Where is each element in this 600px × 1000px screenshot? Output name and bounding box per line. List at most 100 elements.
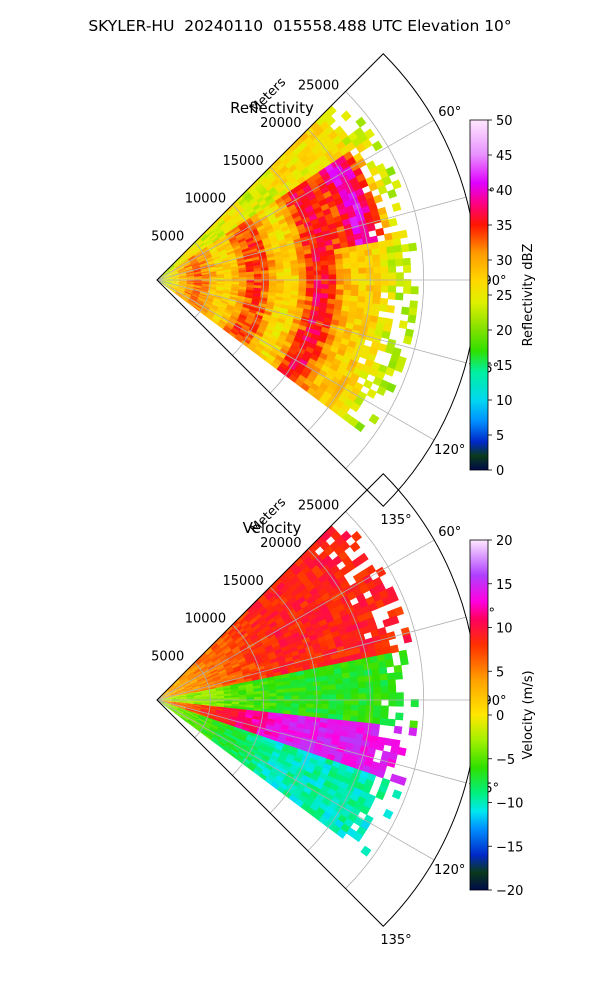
reflectivity-gate [368,413,380,425]
reflectivity-gate [385,239,394,248]
velocity-gate [243,719,253,725]
velocity-gate [378,666,388,675]
velocity-gate [204,659,213,666]
reflectivity-gate [214,226,222,234]
velocity-gate [168,684,175,691]
velocity-gate [346,654,356,663]
velocity-gate [218,741,226,748]
reflectivity-gate [252,336,261,344]
velocity-gate [200,727,209,734]
reflectivity-gate [239,311,249,318]
velocity-gate [207,686,216,690]
velocity-gate [356,721,366,729]
velocity-gate [277,771,287,780]
velocity-gate [181,715,190,721]
reflectivity-gate [229,296,238,301]
velocity-gate [298,744,308,752]
velocity-gate [271,598,281,608]
reflectivity-gate [302,158,313,169]
reflectivity-gate [216,281,225,284]
velocity-gate [200,707,209,711]
velocity-gate [241,726,251,732]
reflectivity-gate [171,278,180,280]
reflectivity-gate [215,264,224,269]
reflectivity-gate [242,304,251,310]
velocity-gate [337,814,348,825]
velocity-gate [220,631,228,639]
reflectivity-gate [392,237,402,247]
velocity-gate [291,691,300,697]
velocity-gate [246,694,255,698]
reflectivity-gate [357,296,366,304]
velocity-gate [324,792,335,803]
reflectivity-gate [400,243,410,253]
reflectivity-colorbar [469,119,489,471]
velocity-gate [209,653,218,660]
reflectivity-gate [222,292,231,297]
velocity-gate [171,696,180,698]
velocity-gate [162,690,170,696]
velocity-gate [315,760,326,769]
reflectivity-gate [186,283,195,286]
velocity-gate [210,724,219,730]
reflectivity-gate [226,304,236,310]
velocity-gate [333,724,343,732]
reflectivity-gate [222,213,230,221]
reflectivity-gate [275,321,285,328]
reflectivity-gate [254,182,264,191]
reflectivity-gate [268,288,277,294]
reflectivity-gate [179,255,187,262]
reflectivity-gate [216,322,225,330]
reflectivity-gate [220,300,229,305]
reflectivity-gate [168,288,176,294]
velocity-range-tick-label: 20000 [260,536,301,551]
velocity-gate [231,690,240,694]
velocity-gate [199,682,208,687]
reflectivity-gate [305,291,314,298]
reflectivity-gate [207,291,216,295]
reflectivity-gate [246,207,255,216]
reflectivity-gate [347,311,357,320]
reflectivity-gate [164,277,173,279]
velocity-gate [222,712,231,717]
velocity-gate [291,587,301,598]
velocity-gate [264,644,274,652]
reflectivity-gate [290,180,301,189]
velocity-gate [214,646,222,654]
velocity-gate [300,587,310,597]
velocity-gate [360,845,372,857]
velocity-gate [200,689,209,693]
velocity-gate [276,785,286,795]
velocity-gate [186,697,195,700]
velocity-gate [287,623,297,632]
reflectivity-gate [281,207,291,216]
reflectivity-gate [251,216,261,224]
velocity-gate [192,711,201,715]
velocity-gate [313,694,322,700]
reflectivity-gate [164,280,173,283]
reflectivity-gate [210,248,218,255]
velocity-gate [382,646,392,655]
velocity-gate [243,675,253,681]
reflectivity-gate [210,305,219,311]
reflectivity-gate [178,286,187,290]
reflectivity-gate [248,309,258,315]
velocity-gate [173,679,180,686]
velocity-gate [295,666,304,673]
reflectivity-gate [277,238,287,245]
velocity-gate [262,625,272,633]
velocity-gate [169,687,177,693]
reflectivity-gate [215,310,224,317]
velocity-gate [238,629,247,638]
velocity-colorbar-label: Velocity (m/s) [521,670,536,759]
velocity-gate [170,691,179,696]
reflectivity-gate [373,194,383,204]
reflectivity-gate [334,299,343,306]
reflectivity-gate [230,329,239,337]
velocity-gate [353,652,363,661]
reflectivity-gate [311,301,321,308]
reflectivity-gate [276,276,285,280]
reflectivity-gate [309,353,320,362]
reflectivity-gate [190,260,199,265]
reflectivity-gate [179,254,186,261]
